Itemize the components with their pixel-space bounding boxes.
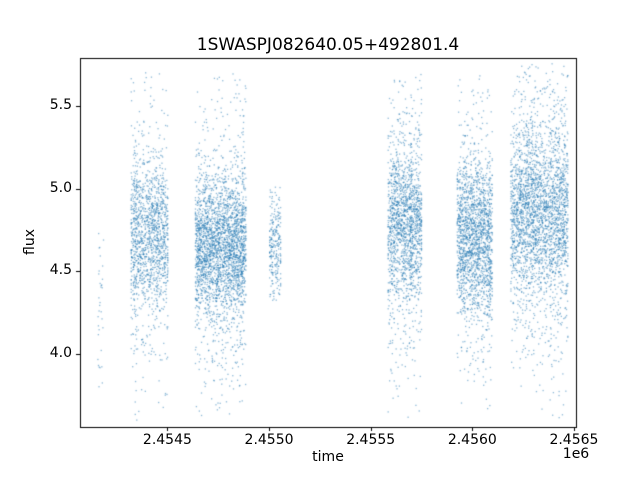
y-tick-label: 4.0 xyxy=(49,345,72,362)
x-axis-offset-label: 1e6 xyxy=(562,446,590,462)
y-axis-label: flux xyxy=(22,229,38,255)
x-tick-label: 2.4560 xyxy=(447,432,497,448)
x-tick-label: 2.4550 xyxy=(244,432,294,448)
y-tick-label: 4.5 xyxy=(49,262,72,279)
x-tick-label: 2.4565 xyxy=(549,432,599,448)
chart-title: 1SWASPJ082640.05+492801.4 xyxy=(196,35,460,55)
y-tick-label: 5.0 xyxy=(49,179,72,196)
x-axis-label: time xyxy=(312,449,344,465)
y-tick-label: 5.5 xyxy=(49,96,72,113)
x-tick-label: 2.4545 xyxy=(142,432,192,448)
x-tick-label: 2.4555 xyxy=(346,432,396,448)
